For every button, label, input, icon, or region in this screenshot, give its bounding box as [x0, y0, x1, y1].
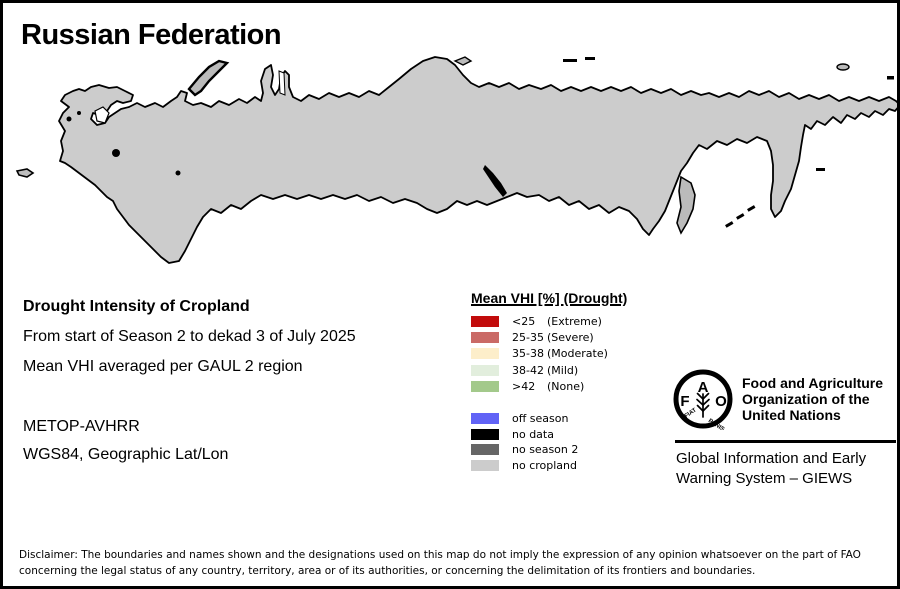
map-subject-heading: Drought Intensity of Cropland — [23, 298, 250, 315]
wrangel-island — [836, 63, 850, 71]
russia-drought-map — [15, 56, 897, 264]
giews-name: Global Information and Early Warning Sys… — [676, 449, 866, 489]
map-aggregation-line: Mean VHI averaged per GAUL 2 region — [23, 358, 303, 375]
fao-org-line: Organization of the — [742, 391, 870, 407]
wheat-ear — [696, 392, 710, 418]
legend-drought-classes: <25 (Extreme) 25-35 (Severe) 35-38 (Moderat… — [471, 313, 681, 395]
legend-row-no-cropland: no cropland — [471, 457, 681, 473]
lake-baikal — [483, 165, 507, 197]
new-siberian-island — [563, 59, 577, 62]
disclaimer-line: Disclaimer: The boundaries and names sho… — [19, 549, 861, 561]
legend-swatch-no-data — [471, 428, 499, 440]
legend-qualifier: (Moderate) — [547, 347, 608, 361]
commander-island — [816, 168, 825, 171]
legend-swatch-extreme — [471, 315, 499, 327]
svg-text:F: F — [680, 393, 689, 410]
legend-swatch-no-season2 — [471, 444, 499, 456]
legend-range: <25 — [512, 314, 536, 328]
legend-swatch-severe — [471, 332, 499, 344]
fao-logo-icon: A F O FIAT PANIS — [673, 369, 733, 430]
fao-org-line: Food and Agriculture — [742, 375, 884, 391]
sakhalin-island — [676, 175, 696, 235]
legend-swatch-no-cropland — [471, 459, 499, 471]
national-border — [58, 56, 897, 264]
sensor-label: METOP-AVHRR — [23, 418, 140, 435]
legend-swatch-mild — [471, 364, 499, 376]
legend-row-no-data: no data — [471, 426, 681, 442]
legend-qualifier: (Mild) — [547, 363, 579, 377]
fao-org-name: Food and Agriculture Organization of the… — [742, 375, 883, 423]
legend-status-classes: off season no data no season 2 no cropla… — [471, 411, 681, 473]
legend-qualifier: (Severe) — [547, 331, 594, 345]
novaya-zemlya-island — [187, 59, 230, 97]
legend-row-none: >42 (None) — [471, 379, 681, 395]
white-sea — [94, 106, 110, 124]
legend-range: 38-42 — [512, 363, 544, 377]
new-siberian-island — [585, 57, 595, 60]
page-title: Russian Federation — [21, 19, 282, 51]
giews-line: Warning System – GIEWS — [676, 470, 853, 487]
kuril-islands — [725, 205, 756, 228]
legend-range: 25-35 — [512, 331, 544, 345]
legend-status-label: off season — [512, 412, 569, 426]
legend-row-severe: 25-35 (Severe) — [471, 329, 681, 345]
no-data-spot — [175, 170, 181, 176]
legend: Mean VHI [%] (Drought) <25 (Extreme) 25-3… — [471, 290, 681, 473]
fao-divider — [675, 440, 896, 443]
severnaya-zemlya-island — [453, 56, 473, 66]
legend-swatch-off-season — [471, 413, 499, 425]
legend-status-label: no season 2 — [512, 443, 579, 457]
disclaimer: Disclaimer: The boundaries and names sho… — [19, 548, 861, 579]
legend-row-extreme: <25 (Extreme) — [471, 313, 681, 329]
legend-qualifier: (Extreme) — [547, 314, 602, 328]
lake-onega — [77, 111, 81, 115]
small-island — [887, 76, 894, 80]
legend-row-off-season: off season — [471, 411, 681, 427]
legend-range: >42 — [512, 380, 536, 394]
legend-range: 35-38 — [512, 347, 544, 361]
giews-line: Global Information and Early — [676, 450, 867, 467]
svg-text:PANIS: PANIS — [707, 418, 725, 430]
ob-bay — [278, 70, 286, 96]
legend-status-label: no cropland — [512, 458, 577, 472]
legend-row-no-season2: no season 2 — [471, 442, 681, 458]
disclaimer-line: concerning the legal status of any count… — [19, 564, 756, 577]
no-data-spot-moscow — [112, 149, 120, 157]
map-period-line: From start of Season 2 to dekad 3 of Jul… — [23, 328, 356, 345]
legend-row-mild: 38-42 (Mild) — [471, 362, 681, 378]
kaliningrad-exclave — [15, 168, 35, 178]
legend-swatch-none — [471, 381, 499, 393]
legend-heading: Mean VHI [%] (Drought) — [471, 290, 628, 306]
projection-label: WGS84, Geographic Lat/Lon — [23, 446, 229, 463]
svg-text:A: A — [698, 379, 709, 396]
legend-swatch-moderate — [471, 348, 499, 360]
legend-qualifier: (None) — [547, 380, 585, 394]
legend-status-label: no data — [512, 427, 554, 441]
lake-ladoga — [66, 116, 72, 122]
fao-org-line: United Nations — [742, 407, 841, 423]
svg-text:O: O — [715, 393, 727, 410]
legend-row-moderate: 35-38 (Moderate) — [471, 346, 681, 362]
